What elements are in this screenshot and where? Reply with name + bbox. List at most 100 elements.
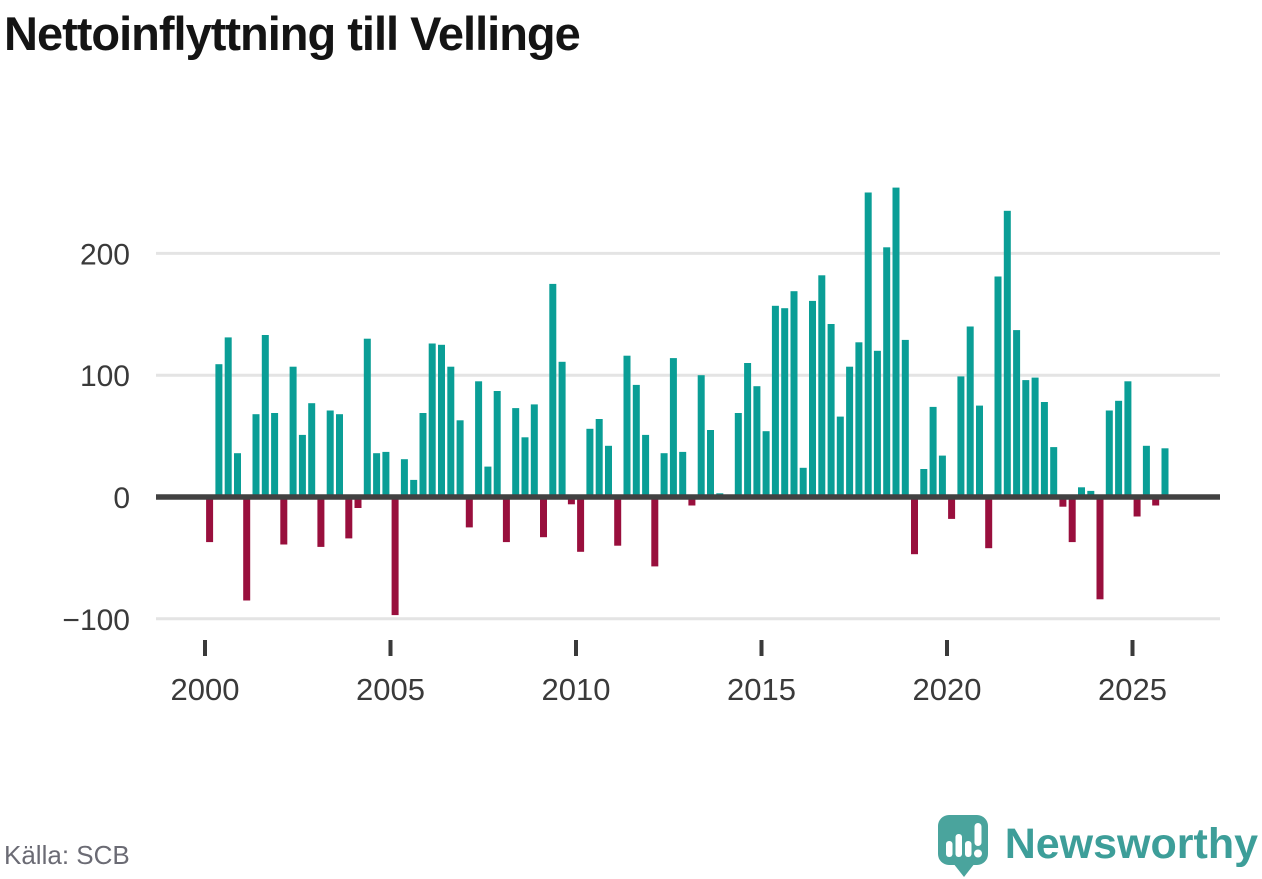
bar-positive (595, 419, 603, 497)
bar-positive (846, 366, 854, 497)
bar-positive (1003, 210, 1011, 498)
bar-positive (771, 305, 779, 497)
bar-negative (577, 497, 585, 552)
bar-positive (697, 375, 705, 497)
bar-negative (948, 497, 956, 519)
bar-positive (493, 391, 501, 497)
bar-positive (744, 363, 752, 497)
bar-positive (1050, 447, 1058, 497)
bar-positive (512, 408, 520, 497)
chart-title: Nettoinflyttning till Vellinge (4, 7, 581, 60)
bar-positive (642, 434, 650, 497)
bar-positive (938, 455, 946, 497)
bar-positive (799, 467, 807, 497)
bar-positive (298, 434, 306, 497)
bar-negative (911, 497, 918, 555)
bar-negative (1068, 497, 1076, 543)
bar-positive (271, 413, 279, 497)
bar-negative (985, 497, 993, 549)
bar-positive (873, 350, 881, 497)
bar-positive (438, 344, 445, 498)
bar-negative (502, 497, 510, 543)
bar-negative (243, 497, 251, 601)
bar-positive (864, 192, 872, 497)
bar-positive (994, 276, 1002, 497)
bar-positive (753, 386, 761, 497)
bar-negative (280, 497, 288, 545)
y-axis-tick-label: −100 (62, 604, 130, 637)
bar-positive (1124, 381, 1132, 497)
bar-positive (252, 414, 260, 497)
bar-positive (1115, 400, 1123, 497)
bar-negative (688, 497, 696, 506)
bar-positive (382, 451, 390, 497)
bar-positive (883, 247, 891, 497)
x-axis-tick-label: 2010 (542, 672, 611, 707)
bar-positive (855, 342, 863, 497)
bar-positive (781, 308, 789, 497)
bar-positive (289, 366, 297, 497)
bar-positive (1105, 410, 1113, 497)
brand-wordmark: Newsworthy (1004, 820, 1258, 868)
bar-positive (1031, 377, 1039, 497)
bar-negative (465, 497, 473, 528)
bar-positive (1087, 490, 1095, 497)
bar-negative (1133, 497, 1141, 517)
bar-positive (892, 187, 900, 497)
bar-negative (540, 497, 547, 538)
bar-positive (234, 453, 241, 497)
bar-positive (1013, 330, 1021, 497)
bar-positive (308, 403, 316, 497)
bar-positive (679, 451, 687, 497)
bar-positive (521, 437, 529, 497)
bar-positive (336, 414, 343, 497)
bar-positive (419, 413, 427, 497)
bar-positive (660, 453, 668, 497)
y-axis-tick-label: 100 (80, 360, 130, 393)
x-axis-tick-label: 2025 (1098, 672, 1167, 707)
bar-positive (484, 466, 492, 497)
bar-positive (920, 469, 928, 497)
bar-positive (549, 283, 557, 498)
x-axis-tick-label: 2005 (356, 672, 425, 707)
bar-positive (558, 361, 566, 497)
bar-positive (530, 404, 538, 497)
bar-positive (827, 324, 835, 497)
bar-negative (206, 497, 214, 543)
x-axis-tick-label: 2020 (913, 672, 982, 707)
bar-positive (1161, 448, 1169, 497)
bar-positive (976, 405, 983, 497)
y-axis-tick-label: 0 (113, 482, 130, 515)
bar-positive (1078, 487, 1085, 497)
bar-positive (762, 431, 770, 497)
bar-positive (632, 384, 640, 497)
bar-negative (1059, 497, 1067, 507)
newsworthy-logo-icon (937, 815, 988, 877)
bar-negative (1152, 497, 1160, 506)
bar-positive (224, 337, 232, 497)
bar-positive (373, 453, 381, 497)
bar-positive (456, 420, 464, 497)
bar-positive (363, 338, 371, 497)
bar-positive (734, 413, 742, 497)
bar-negative (391, 497, 399, 616)
bar-positive (428, 343, 436, 497)
bar-positive (957, 376, 965, 497)
bar-positive (605, 445, 612, 497)
x-axis-tick-label: 2000 (171, 672, 240, 707)
bar-positive (901, 339, 909, 497)
bar-positive (475, 381, 483, 497)
bar-negative (317, 497, 325, 547)
bar-negative (567, 497, 575, 505)
bar-positive (790, 291, 798, 497)
bar-positive (215, 364, 223, 497)
bar-positive (669, 358, 677, 497)
bar-positive (400, 459, 408, 497)
bar-negative (614, 497, 622, 546)
x-axis-tick-label: 2015 (727, 672, 796, 707)
bar-positive (809, 300, 816, 497)
bar-positive (966, 326, 974, 497)
bar-negative (354, 497, 362, 508)
y-axis-tick-label: 200 (80, 238, 130, 271)
